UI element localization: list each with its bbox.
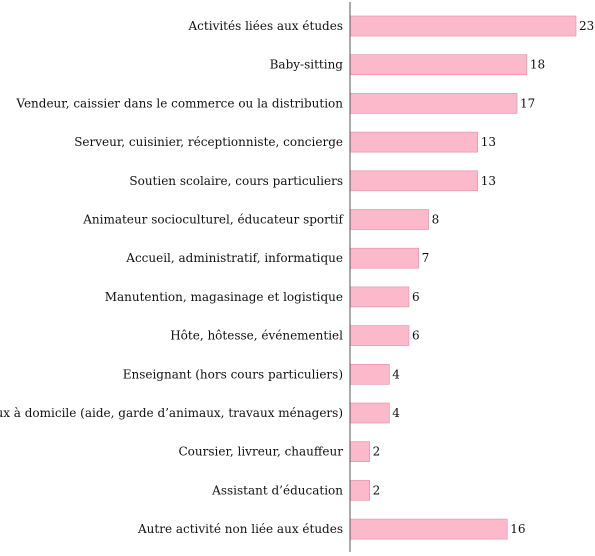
- bar-baby-sitting: [349, 54, 528, 76]
- value-label-soutien-scolaire-cours-particuliers: 13: [481, 174, 496, 188]
- bar-travaux-a-domicile-aide-garde-d-animaux-travaux-menagers: [349, 402, 390, 424]
- bar-serveur-cuisinier-receptionniste-concierge: [349, 131, 479, 153]
- category-label-animateur-socioculturel-educateur-sportif: Animateur socioculturel, éducateur sport…: [82, 213, 344, 227]
- category-label-soutien-scolaire-cours-particuliers: Soutien scolaire, cours particuliers: [129, 174, 343, 188]
- value-label-coursier-livreur-chauffeur: 2: [373, 445, 381, 459]
- category-label-travaux-a-domicile-aide-garde-d-animaux-travaux-menagers: Travaux à domicile (aide, garde d’animau…: [0, 406, 343, 420]
- category-labels: Activités liées aux études Baby-sitting Ve…: [0, 19, 345, 536]
- category-label-manutention-magasinage-et-logistique: Manutention, magasinage et logistique: [105, 290, 343, 304]
- bar-hote-hotesse-evenementiel: [349, 325, 410, 346]
- value-label-animateur-socioculturel-educateur-sportif: 8: [432, 213, 440, 227]
- bar-activites-liees-aux-etudes: [349, 15, 577, 37]
- bar-soutien-scolaire-cours-particuliers: [349, 170, 479, 192]
- value-label-accueil-administratif-informatique: 7: [422, 251, 430, 265]
- category-label-coursier-livreur-chauffeur: Coursier, livreur, chauffeur: [178, 445, 343, 459]
- value-label-baby-sitting: 18: [530, 58, 545, 72]
- value-labels: 23 18 17 13 13 8 7 6 6 4 4 2 2 16: [373, 19, 595, 536]
- value-label-activites-liees-aux-etudes: 23: [579, 19, 594, 33]
- bar-animateur-socioculturel-educateur-sportif: [349, 209, 429, 230]
- bar-enseignant-hors-cours-particuliers: [349, 363, 390, 385]
- category-label-serveur-cuisinier-receptionniste-concierge: Serveur, cuisinier, réceptionniste, conc…: [74, 135, 343, 149]
- bars-group: [349, 15, 577, 540]
- value-label-vendeur-caissier-dans-le-commerce-ou-la-distribution: 17: [520, 96, 535, 110]
- category-label-vendeur-caissier-dans-le-commerce-ou-la-distribution: Vendeur, caissier dans le commerce ou la…: [15, 96, 343, 110]
- bar-autre-activite-non-liee-aux-etudes: [349, 518, 508, 540]
- category-label-enseignant-hors-cours-particuliers: Enseignant (hors cours particuliers): [123, 367, 343, 381]
- category-label-assistant-d-education: Assistant d’éducation: [211, 483, 343, 497]
- category-label-activites-liees-aux-etudes: Activités liées aux études: [188, 19, 343, 33]
- category-label-baby-sitting: Baby-sitting: [270, 58, 344, 72]
- value-label-enseignant-hors-cours-particuliers: 4: [392, 367, 400, 381]
- bar-accueil-administratif-informatique: [349, 247, 420, 269]
- value-label-serveur-cuisinier-receptionniste-concierge: 13: [481, 135, 496, 149]
- bar-assistant-d-education: [349, 480, 370, 501]
- category-label-hote-hotesse-evenementiel: Hôte, hôtesse, événementiel: [170, 329, 343, 343]
- bar-vendeur-caissier-dans-le-commerce-ou-la-distribution: [349, 93, 518, 114]
- category-label-autre-activite-non-liee-aux-etudes: Autre activité non liée aux études: [137, 522, 343, 536]
- value-label-travaux-a-domicile-aide-garde-d-animaux-travaux-menagers: 4: [392, 406, 400, 420]
- value-label-assistant-d-education: 2: [373, 483, 381, 497]
- value-label-autre-activite-non-liee-aux-etudes: 16: [510, 522, 525, 536]
- bar-coursier-livreur-chauffeur: [349, 441, 370, 463]
- category-label-accueil-administratif-informatique: Accueil, administratif, informatique: [125, 251, 343, 265]
- value-label-manutention-magasinage-et-logistique: 6: [412, 290, 420, 304]
- bar-manutention-magasinage-et-logistique: [349, 286, 410, 308]
- value-label-hote-hotesse-evenementiel: 6: [412, 329, 420, 343]
